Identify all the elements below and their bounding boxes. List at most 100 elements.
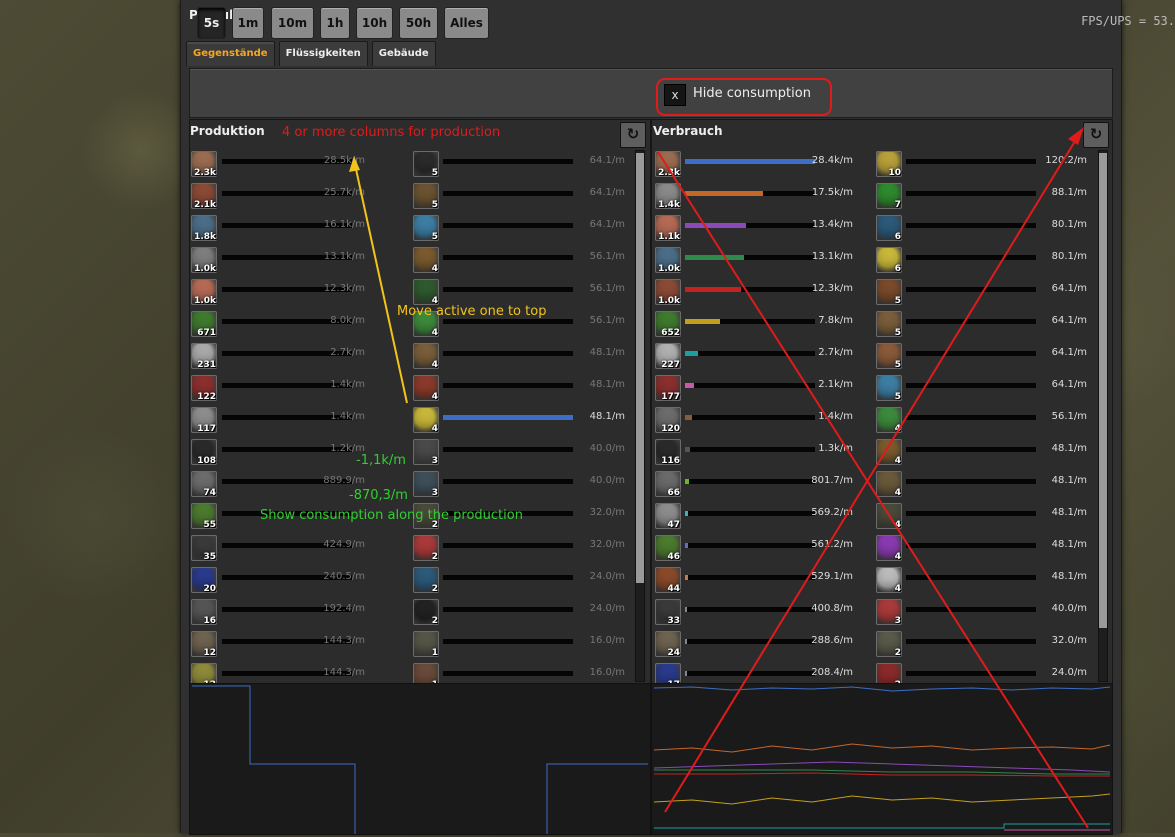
green-flask-icon[interactable]: 4	[413, 311, 439, 338]
green-module-icon[interactable]: 4	[413, 279, 439, 306]
copper-ore-icon[interactable]: 2.3k	[191, 151, 217, 178]
electronic-circuit-icon[interactable]: 652	[655, 311, 681, 338]
yellow-ammo-icon[interactable]: 10	[876, 151, 902, 178]
battery-icon[interactable]: 5	[876, 343, 902, 370]
advanced-circuit-icon[interactable]: 20	[191, 567, 217, 594]
time-button-1h[interactable]: 1h	[320, 7, 350, 39]
item-rate: 7.8k/m	[818, 315, 853, 326]
rate-bar	[906, 543, 1036, 548]
tab-gegenstande[interactable]: Gegenstände	[186, 41, 275, 66]
tab-gebaude[interactable]: Gebäude	[371, 41, 436, 66]
refresh-icon: ↻	[1089, 125, 1103, 143]
production-scroll-thumb[interactable]	[636, 153, 644, 583]
time-button-10m[interactable]: 10m	[271, 7, 314, 39]
consumption-refresh-button[interactable]: ↻	[1083, 122, 1109, 148]
iron-gear-icon[interactable]: 74	[191, 471, 217, 498]
red-flask-icon[interactable]: 2	[413, 535, 439, 562]
stone-icon[interactable]: 35	[191, 535, 217, 562]
brick-icon[interactable]: 122	[191, 375, 217, 402]
rate-bar	[906, 223, 1036, 228]
blue-module-icon[interactable]: 6	[876, 215, 902, 242]
steel-plate-icon[interactable]: 227	[655, 343, 681, 370]
inserter-icon[interactable]: 4	[413, 247, 439, 274]
item-rate: 48.1/m	[1051, 475, 1087, 486]
stone-pile-icon[interactable]: 33	[655, 599, 681, 626]
turret-icon[interactable]: 2	[413, 503, 439, 530]
rail-icon[interactable]: 12	[191, 631, 217, 658]
iron-ore-icon[interactable]: 1.8k	[191, 215, 217, 242]
splitter-icon[interactable]: 4	[876, 471, 902, 498]
assembler-icon[interactable]: 3	[413, 471, 439, 498]
item-count: 2.3k	[658, 168, 680, 178]
rate-bar	[222, 671, 352, 676]
stone-brick-icon[interactable]: 66	[655, 471, 681, 498]
chest-icon[interactable]: 3	[413, 439, 439, 466]
copper-plate-icon[interactable]: 1.0k	[191, 279, 217, 306]
black-canister-icon[interactable]: 2	[413, 599, 439, 626]
rate-bar-fill	[685, 575, 688, 580]
coal-icon[interactable]: 108	[191, 439, 217, 466]
copper-ore-pile-icon[interactable]: 1.0k	[655, 279, 681, 306]
time-button-10h[interactable]: 10h	[356, 7, 393, 39]
pipe-icon[interactable]: 117	[191, 407, 217, 434]
time-button-5s[interactable]: 5s	[197, 7, 226, 39]
engine-unit-icon[interactable]: 16	[191, 599, 217, 626]
iron-plate-icon[interactable]: 1.0k	[191, 247, 217, 274]
copper-cable-icon[interactable]: 44	[655, 567, 681, 594]
time-button-alles[interactable]: Alles	[444, 7, 489, 39]
copper-ore-icon[interactable]: 2.3k	[655, 151, 681, 178]
science-pack-icon[interactable]: 5	[413, 215, 439, 242]
hide-consumption-label[interactable]: Hide consumption	[693, 86, 811, 101]
white-flask-icon[interactable]: 4	[876, 567, 902, 594]
brick-icon[interactable]: 177	[655, 375, 681, 402]
iron-gear-icon[interactable]: 120	[655, 407, 681, 434]
time-button-1m[interactable]: 1m	[232, 7, 264, 39]
stone-icon[interactable]: 1.4k	[655, 183, 681, 210]
purple-flask-icon[interactable]: 4	[876, 535, 902, 562]
transport-belt-icon[interactable]: 5	[876, 279, 902, 306]
wood-icon[interactable]: 46	[655, 535, 681, 562]
consumption-scrollbar[interactable]	[1098, 150, 1108, 682]
copper-plate-icon[interactable]: 1.1k	[655, 215, 681, 242]
coal-icon[interactable]: 116	[655, 439, 681, 466]
item-count: 2.3k	[194, 168, 216, 178]
wall-icon[interactable]: 1	[413, 631, 439, 658]
pipe-icon[interactable]: 47	[655, 503, 681, 530]
electronic-circuit-icon[interactable]: 671	[191, 311, 217, 338]
item-count: 5	[894, 360, 901, 370]
burner-drill-icon[interactable]: 4	[413, 343, 439, 370]
yellow-flask-icon[interactable]: 4	[413, 407, 439, 434]
red-flask-icon[interactable]: 3	[876, 599, 902, 626]
copper-ore-pile-icon[interactable]: 2.1k	[191, 183, 217, 210]
wood-icon[interactable]: 55	[191, 503, 217, 530]
iron-ore-icon[interactable]: 1.0k	[655, 247, 681, 274]
battery-icon[interactable]: 4	[413, 375, 439, 402]
item-count: 55	[203, 520, 216, 530]
tab-flussigkeiten[interactable]: Flüssigkeiten	[278, 41, 368, 66]
steel-plate-icon[interactable]: 231	[191, 343, 217, 370]
assembler-icon[interactable]: 2	[876, 631, 902, 658]
item-count: 4	[431, 424, 438, 434]
green-flask-icon[interactable]: 4	[876, 407, 902, 434]
burner-drill-icon[interactable]: 5	[876, 311, 902, 338]
time-button-50h[interactable]: 50h	[399, 7, 438, 39]
transport-belt-icon[interactable]: 5	[413, 183, 439, 210]
rate-bar	[443, 575, 573, 580]
consumption-scroll-thumb[interactable]	[1099, 153, 1107, 628]
turret-icon[interactable]: 4	[876, 503, 902, 530]
production-scrollbar[interactable]	[635, 150, 645, 682]
item-rate: 56.1/m	[589, 315, 625, 326]
production-refresh-button[interactable]: ↻	[620, 122, 646, 148]
item-count: 5	[894, 392, 901, 402]
yellow-flask-icon[interactable]: 6	[876, 247, 902, 274]
green-tube-icon[interactable]: 7	[876, 183, 902, 210]
item-count: 5	[431, 232, 438, 242]
hide-consumption-checkbox[interactable]: x	[664, 84, 686, 106]
science-pack-icon[interactable]: 5	[876, 375, 902, 402]
item-rate: 88.1/m	[1051, 187, 1087, 198]
item-count: 4	[431, 296, 438, 306]
inserter-icon[interactable]: 4	[876, 439, 902, 466]
blue-module-icon[interactable]: 2	[413, 567, 439, 594]
rail-icon[interactable]: 24	[655, 631, 681, 658]
stone-furnace-icon[interactable]: 5	[413, 151, 439, 178]
